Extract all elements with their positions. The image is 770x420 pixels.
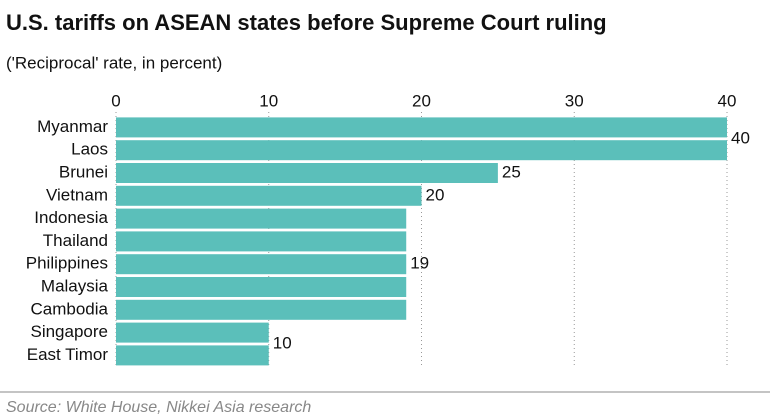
source: Source: White House, Nikkei Asia researc… bbox=[6, 399, 311, 416]
x-tick-label: 40 bbox=[718, 91, 737, 110]
data-label: 25 bbox=[502, 162, 521, 181]
y-tick-label: Cambodia bbox=[31, 299, 109, 318]
data-label: 10 bbox=[273, 333, 292, 352]
x-tick-label: 10 bbox=[259, 91, 278, 110]
data-label: 20 bbox=[426, 185, 445, 204]
bar bbox=[116, 231, 407, 252]
y-tick-label: Singapore bbox=[30, 322, 108, 341]
bar bbox=[116, 117, 727, 138]
x-tick-label: 20 bbox=[412, 91, 431, 110]
data-label: 40 bbox=[731, 128, 750, 147]
y-tick-label: Thailand bbox=[43, 231, 108, 250]
y-tick-label: Vietnam bbox=[46, 185, 108, 204]
y-tick-label: Indonesia bbox=[34, 208, 108, 227]
bar bbox=[116, 322, 269, 343]
y-tick-label: Malaysia bbox=[41, 276, 109, 295]
y-tick-label: East Timor bbox=[27, 345, 109, 364]
bar bbox=[116, 277, 407, 297]
chart-subtitle: ('Reciprocal' rate, in percent) bbox=[6, 53, 222, 72]
y-tick-label: Philippines bbox=[26, 254, 108, 273]
bar bbox=[116, 185, 422, 206]
bar bbox=[116, 208, 407, 229]
bar bbox=[116, 254, 407, 275]
bar bbox=[116, 163, 498, 183]
x-tick-label: 0 bbox=[111, 91, 120, 110]
x-tick-label: 30 bbox=[565, 91, 584, 110]
chart-title: U.S. tariffs on ASEAN states before Supr… bbox=[6, 10, 607, 35]
y-tick-label: Myanmar bbox=[37, 117, 108, 136]
bar bbox=[116, 299, 407, 320]
data-label: 19 bbox=[410, 254, 429, 273]
y-tick-label: Brunei bbox=[59, 162, 108, 181]
bar bbox=[116, 345, 269, 366]
y-tick-label: Laos bbox=[71, 140, 108, 159]
bar bbox=[116, 140, 727, 161]
